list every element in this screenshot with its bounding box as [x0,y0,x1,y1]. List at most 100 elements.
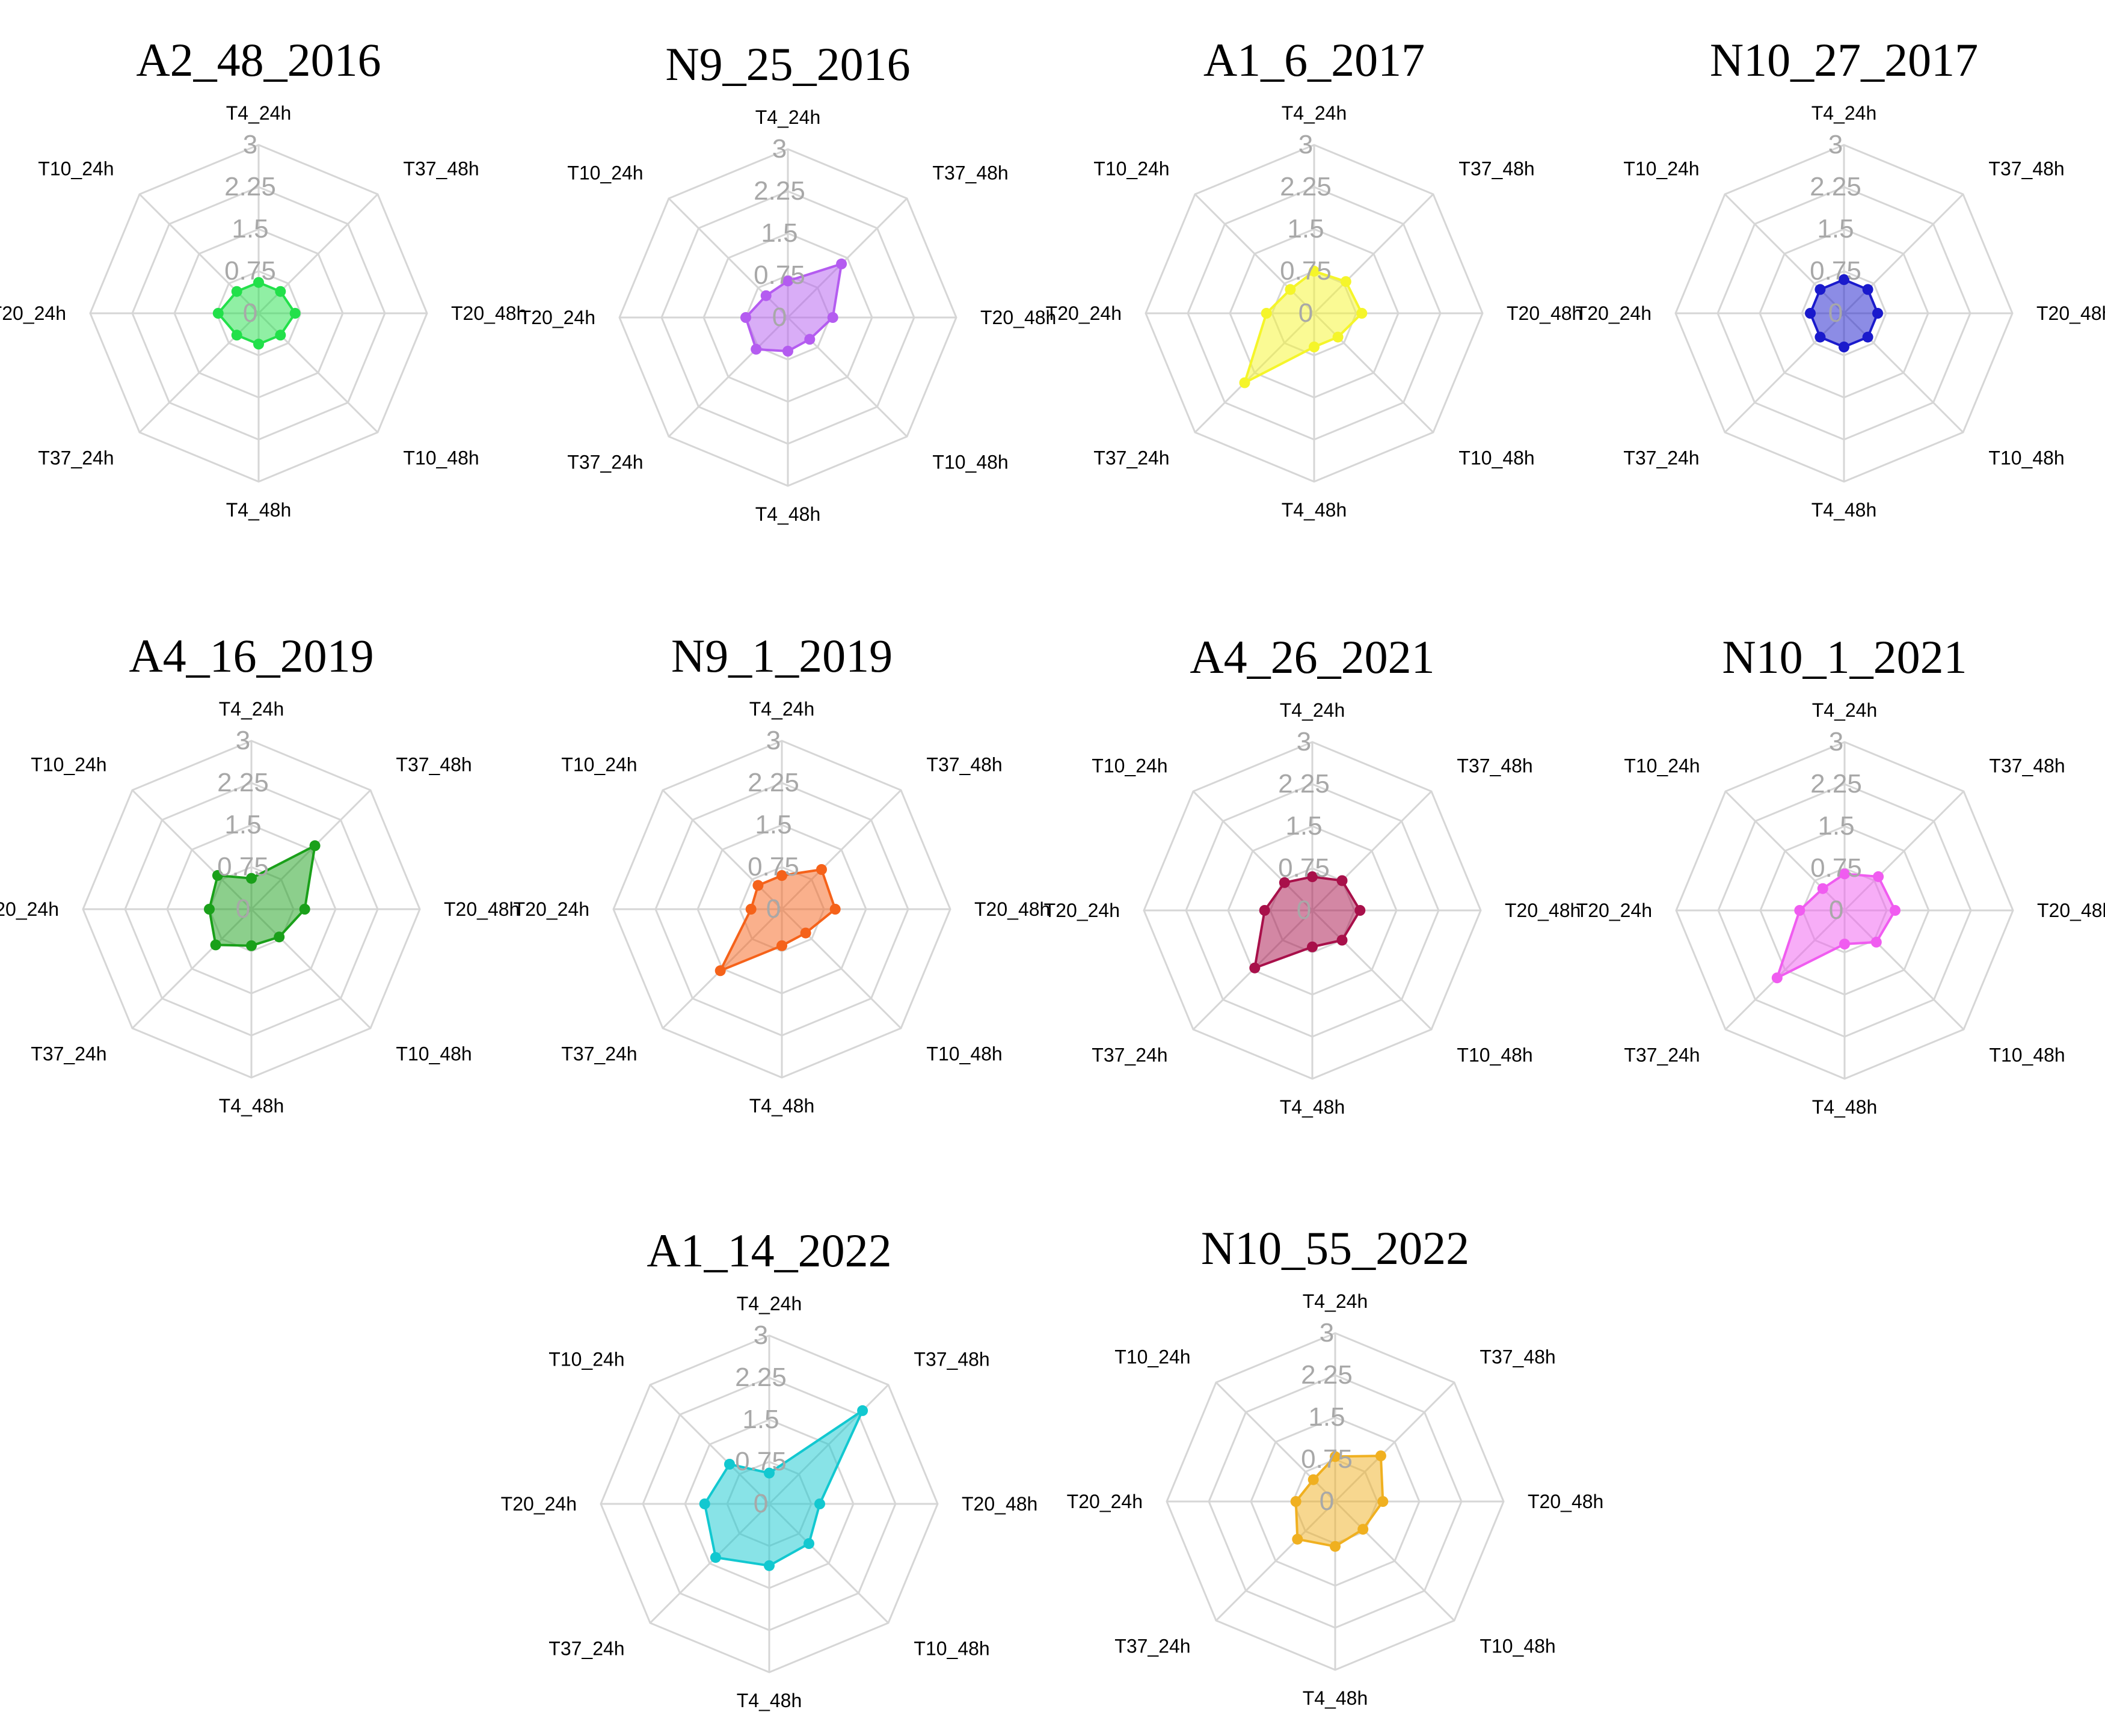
radar-panel: A1_6_2017 0 0.75 1.5 2.25 3 T4_24h T37_48h T20_4… [1046,34,1583,521]
chart-title: N9_1_2019 [671,630,893,682]
data-point [699,1498,710,1509]
axis-label: T4_24h [1280,699,1345,721]
data-point [776,940,787,951]
tick-label: 3 [1298,130,1313,159]
axis-label: T10_48h [1989,1044,2065,1066]
radar-panel: A4_16_2019 0 0.75 1.5 2.25 3 T4_24h T37_48h T20_… [0,630,520,1117]
axis-label: T10_24h [1114,1346,1190,1368]
chart-title: A4_16_2019 [129,630,373,682]
axis-label: T20_24h [1576,302,1652,324]
data-point [1839,342,1849,352]
axis-label: T10_48h [914,1637,989,1659]
axis-label: T4_48h [749,1095,815,1117]
data-point [1839,939,1850,949]
chart-title: A1_14_2022 [647,1224,891,1277]
axis-label: T10_24h [567,162,643,184]
axis-label: T20_24h [1067,1491,1143,1512]
radar-panel: N10_55_2022 0 0.75 1.5 2.25 3 T4_24h T37_48h T20… [1067,1222,1604,1709]
axis-label: T10_48h [932,451,1008,473]
tick-label: 0 [1829,895,1843,925]
axis-label: T10_24h [1623,158,1699,180]
axis-label: T37_48h [1457,755,1532,777]
data-point [1815,284,1826,295]
data-point [1336,875,1348,886]
data-point [299,904,310,915]
data-point [1308,1474,1319,1485]
axis-label: T10_48h [1480,1635,1555,1657]
radar-panel: A1_14_2022 0 0.75 1.5 2.25 3 T4_24h T37_48h T20_… [501,1224,1038,1711]
axis-label: T20_24h [514,898,589,920]
data-point [782,346,793,357]
axis-label: T20_48h [1528,1491,1603,1512]
axis-label: T10_48h [1988,447,2064,468]
chart-title: N10_27_2017 [1710,34,1978,86]
tick-label: 2.25 [217,768,269,797]
axis-label: T4_48h [755,503,821,525]
radar-panel: N9_25_2016 0 0.75 1.5 2.25 3 T4_24h T37_48h T20_… [520,38,1057,525]
chart-title: A1_6_2017 [1203,34,1425,86]
tick-label: 1.5 [755,810,791,839]
tick-label: 0 [1320,1486,1334,1516]
axis-label: T10_24h [561,754,637,776]
axis-label: T4_24h [219,698,284,720]
data-point [760,290,772,301]
axis-label: T10_24h [1624,755,1700,777]
series-area [703,1407,865,1567]
data-point [814,1498,825,1509]
axis-label: T4_48h [1303,1687,1368,1709]
data-point [1239,377,1250,388]
axis-label: T10_24h [38,158,114,180]
data-point [1336,934,1348,946]
data-point [1815,331,1826,343]
data-point [829,904,841,915]
tick-label: 0 [766,894,781,924]
data-point [204,904,215,915]
axis-label: T37_24h [31,1043,106,1064]
chart-title: N10_1_2021 [1722,631,1967,683]
data-point [309,840,321,851]
axis-label: T4_24h [1282,102,1347,124]
axis-label: T4_48h [1812,499,1877,521]
data-point [1357,1524,1369,1535]
axis-label: T20_48h [2037,900,2105,921]
axis-label: T4_48h [737,1690,802,1711]
tick-label: 3 [243,130,257,159]
data-point [253,339,264,350]
data-point [1249,962,1261,974]
data-point [1290,1496,1301,1507]
axis-label: T37_48h [1988,158,2064,180]
data-point [1354,905,1366,916]
data-point [1839,274,1849,285]
data-point [1279,877,1290,888]
axis-label: T20_48h [962,1493,1037,1515]
axis-label: T10_24h [549,1349,624,1370]
axis-label: T20_24h [0,898,59,920]
radar-panel: A4_26_2021 0 0.75 1.5 2.25 3 T4_24h T37_48h T20_… [1044,631,1581,1118]
tick-label: 1.5 [761,218,797,248]
axis-label: T10_48h [1458,447,1534,468]
data-point [1332,331,1344,343]
tick-label: 0.75 [1301,1444,1353,1474]
axis-label: T4_48h [226,499,292,521]
chart-title: N9_25_2016 [665,38,910,90]
axis-label: T4_48h [219,1095,284,1117]
series-area [1775,873,1897,981]
tick-label: 2.25 [1810,769,1862,799]
data-point [724,1459,735,1470]
tick-label: 0 [236,894,250,924]
data-point [764,1467,775,1479]
tick-label: 0 [772,302,787,332]
axis-label: T10_48h [926,1043,1002,1064]
data-point [1872,308,1883,319]
data-point [740,312,751,323]
data-point [1309,342,1320,352]
tick-label: 0 [1298,298,1313,328]
tick-label: 2.25 [1301,1360,1353,1390]
tick-label: 3 [766,726,781,755]
axis-label: T10_48h [1457,1044,1532,1066]
chart-title: A2_48_2016 [136,34,381,86]
axis-label: T20_24h [1046,302,1122,324]
tick-label: 0.75 [1810,256,1861,286]
tick-label: 0.75 [1810,853,1862,883]
tick-label: 2.25 [748,768,799,797]
